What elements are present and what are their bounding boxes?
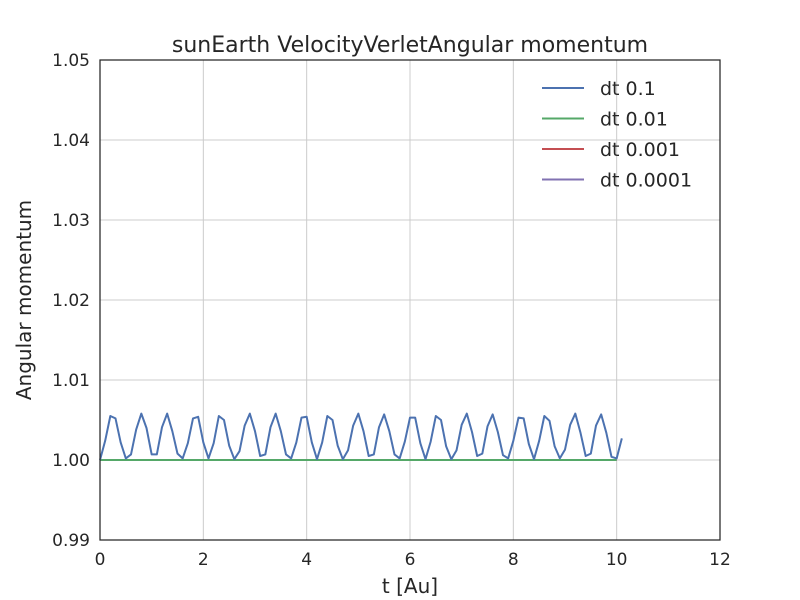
legend-label: dt 0.1	[600, 78, 656, 100]
x-tick-label: 8	[508, 550, 519, 570]
y-tick-label: 1.03	[52, 211, 90, 231]
y-tick-label: 1.00	[52, 451, 90, 471]
legend-label: dt 0.0001	[600, 170, 692, 192]
x-tick-label: 2	[198, 550, 209, 570]
y-tick-label: 1.01	[52, 371, 90, 391]
y-tick-label: 1.02	[52, 291, 90, 311]
legend: dt 0.1 dt 0.01 dt 0.001 dt 0.0001	[542, 78, 692, 192]
y-tick-label: 0.99	[52, 531, 90, 551]
legend-label: dt 0.001	[600, 139, 680, 161]
x-tick-label: 4	[301, 550, 312, 570]
legend-label: dt 0.01	[600, 109, 668, 131]
series-layer	[99, 412, 623, 461]
x-tick-label: 10	[606, 550, 628, 570]
x-tick-label: 0	[95, 550, 106, 570]
y-tick-label: 1.04	[52, 131, 90, 151]
y-axis-label: Angular momentum	[12, 200, 36, 400]
plot-frame	[99, 59, 721, 541]
chart-title: sunEarth VelocityVerletAngular momentum	[172, 33, 648, 58]
x-axis-label: t [Au]	[382, 574, 438, 598]
series-line-0	[99, 412, 623, 461]
x-tick-labels: 0 2 4 6 8 10 12	[95, 550, 731, 570]
x-tick-label: 6	[405, 550, 416, 570]
grid-lines	[99, 59, 721, 541]
y-tick-labels: 0.99 1.00 1.01 1.02 1.03 1.04 1.05	[52, 51, 90, 551]
x-tick-label: 12	[709, 550, 731, 570]
y-tick-label: 1.05	[52, 51, 90, 71]
